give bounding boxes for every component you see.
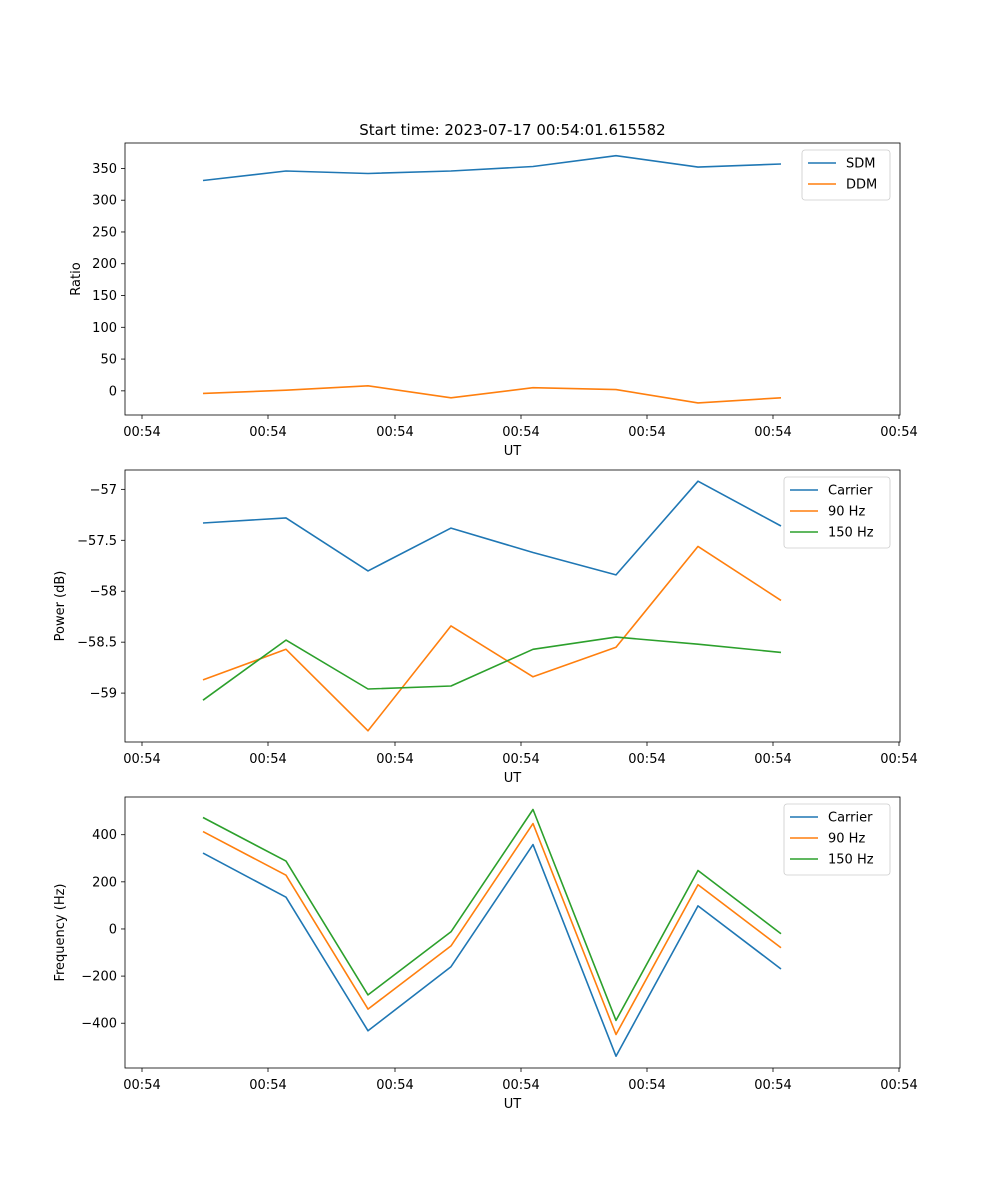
x-tick-label: 00:54 xyxy=(628,752,665,767)
x-tick-label: 00:54 xyxy=(249,1078,286,1093)
y-tick-label: −59 xyxy=(90,687,117,702)
x-tick-label: 00:54 xyxy=(376,1078,413,1093)
x-tick-label: 00:54 xyxy=(502,752,539,767)
figure-title: Start time: 2023-07-17 00:54:01.615582 xyxy=(359,121,665,139)
y-tick-label: 100 xyxy=(92,321,117,336)
panel-3: 00:54 00:54 00:54 00:54 00:54 00:54 00:54 −400 −… xyxy=(53,796,918,1112)
legend-label: Carrier xyxy=(828,484,873,499)
legend: SDM DDM xyxy=(801,149,891,201)
legend: Carrier 90 Hz 150 Hz xyxy=(783,803,891,876)
x-tick-label: 00:54 xyxy=(502,1078,539,1093)
series-line-ddm xyxy=(202,384,782,404)
y-tick-label: 0 xyxy=(109,384,117,399)
x-tick-label: 00:54 xyxy=(628,425,665,440)
x-tick-label: 00:54 xyxy=(754,752,791,767)
legend-label: 150 Hz xyxy=(828,853,874,868)
x-axis-label: UT xyxy=(504,771,522,786)
series-line-150-hz xyxy=(202,808,782,1022)
x-tick-label: 00:54 xyxy=(754,1078,791,1093)
x-tick-label: 00:54 xyxy=(123,1078,160,1093)
x-tick-label: 00:54 xyxy=(880,752,917,767)
y-tick-label: 200 xyxy=(92,875,117,890)
plot-frame xyxy=(124,796,901,1069)
y-axis-label: Ratio xyxy=(69,262,84,295)
legend-box xyxy=(783,476,891,549)
legend-label: SDM xyxy=(846,157,875,172)
x-tick-label: 00:54 xyxy=(249,425,286,440)
x-tick-label: 00:54 xyxy=(880,1078,917,1093)
x-tick-label: 00:54 xyxy=(249,752,286,767)
y-tick-label: −200 xyxy=(81,970,117,985)
y-tick-label: 200 xyxy=(92,257,117,272)
y-tick-label: 50 xyxy=(100,353,117,368)
x-tick-label: 00:54 xyxy=(754,425,791,440)
y-tick-label: 300 xyxy=(92,194,117,209)
x-tick-label: 00:54 xyxy=(123,752,160,767)
y-tick-label: −58.5 xyxy=(77,636,117,651)
legend-label: 150 Hz xyxy=(828,526,874,541)
legend-label: Carrier xyxy=(828,811,873,826)
panels: 00:54 00:54 00:54 00:54 00:54 00:54 00:54 0 50 10… xyxy=(53,142,918,1112)
legend-label: DDM xyxy=(846,178,877,193)
x-tick-label: 00:54 xyxy=(880,425,917,440)
series-line-sdm xyxy=(202,154,782,182)
plot-frame xyxy=(124,142,901,416)
series-line-90-hz xyxy=(202,545,782,732)
panel-2: 00:54 00:54 00:54 00:54 00:54 00:54 00:54 −59 −5… xyxy=(53,469,918,786)
x-axis-label: UT xyxy=(504,1097,522,1112)
plot-frame xyxy=(124,469,901,743)
series-line-carrier xyxy=(202,843,782,1057)
y-tick-label: 250 xyxy=(92,225,117,240)
y-axis-label: Frequency (Hz) xyxy=(53,883,68,981)
y-tick-label: 0 xyxy=(109,922,117,937)
panel-1: 00:54 00:54 00:54 00:54 00:54 00:54 00:54 0 50 10… xyxy=(69,142,918,459)
x-tick-label: 00:54 xyxy=(123,425,160,440)
y-tick-label: −57 xyxy=(90,483,117,498)
x-tick-label: 00:54 xyxy=(376,752,413,767)
y-tick-label: −58 xyxy=(90,585,117,600)
series-line-90-hz xyxy=(202,822,782,1036)
x-axis-label: UT xyxy=(504,444,522,459)
series-line-150-hz xyxy=(202,636,782,701)
series-line-carrier xyxy=(202,480,782,576)
y-tick-label: 150 xyxy=(92,289,117,304)
y-tick-label: 400 xyxy=(92,828,117,843)
legend-label: 90 Hz xyxy=(828,505,865,520)
x-tick-label: 00:54 xyxy=(502,425,539,440)
y-tick-label: 350 xyxy=(92,162,117,177)
y-tick-label: −400 xyxy=(81,1017,117,1032)
legend-box xyxy=(783,803,891,876)
legend-label: 90 Hz xyxy=(828,832,865,847)
x-tick-label: 00:54 xyxy=(628,1078,665,1093)
y-axis-label: Power (dB) xyxy=(53,571,68,642)
y-tick-label: −57.5 xyxy=(77,534,117,549)
legend: Carrier 90 Hz 150 Hz xyxy=(783,476,891,549)
x-tick-label: 00:54 xyxy=(376,425,413,440)
